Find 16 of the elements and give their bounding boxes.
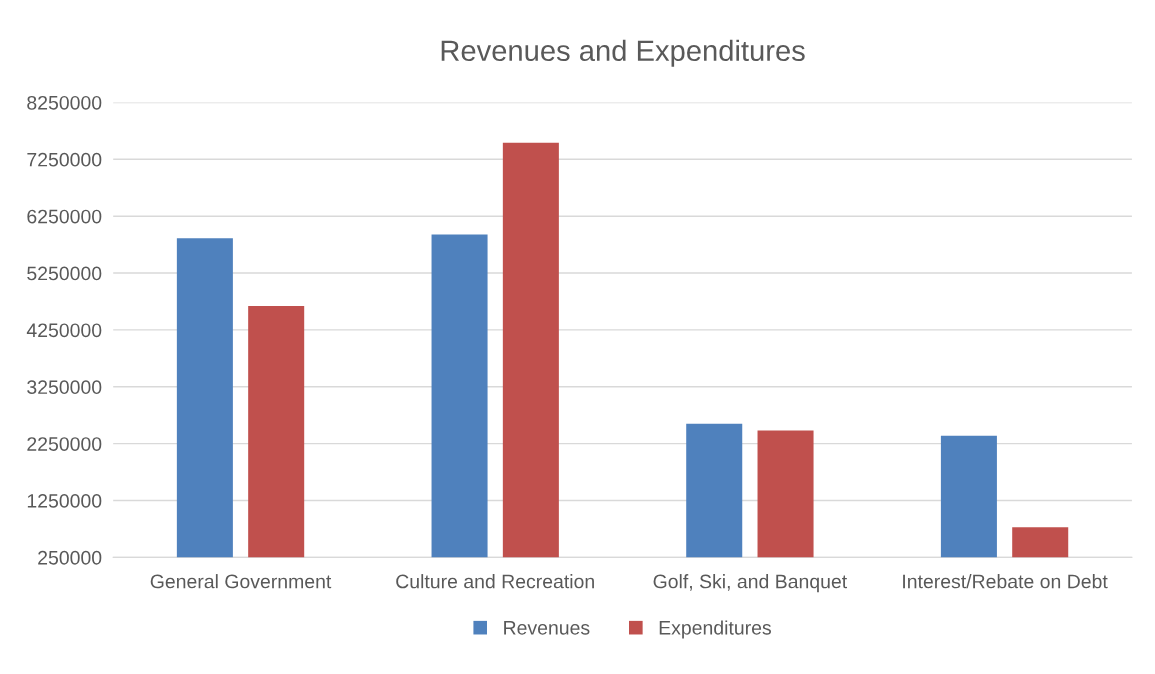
y-tick-label: 3250000	[27, 380, 102, 395]
x-tick-label: General Government	[150, 574, 332, 589]
legend-label: Expenditures	[659, 620, 771, 639]
y-tick-label: 5250000	[27, 266, 102, 281]
y-tick-label: 7250000	[27, 152, 102, 167]
x-tick-label: Culture and Recreation	[396, 574, 594, 589]
chart-title: Revenues and Expenditures	[441, 39, 805, 67]
x-tick-label: Interest/Rebate on Debt	[903, 574, 1108, 589]
y-tick-label: 8250000	[27, 95, 102, 110]
x-tick-label: Golf, Ski, and Banquet	[653, 574, 848, 593]
y-tick-label: 1250000	[27, 494, 102, 508]
y-tick-label: 2250000	[27, 437, 102, 451]
y-tick-label: 4250000	[26, 323, 102, 338]
legend-label: Revenues	[504, 621, 590, 635]
y-tick-label: 250000	[38, 550, 102, 565]
y-tick-label: 6250000	[27, 209, 102, 224]
